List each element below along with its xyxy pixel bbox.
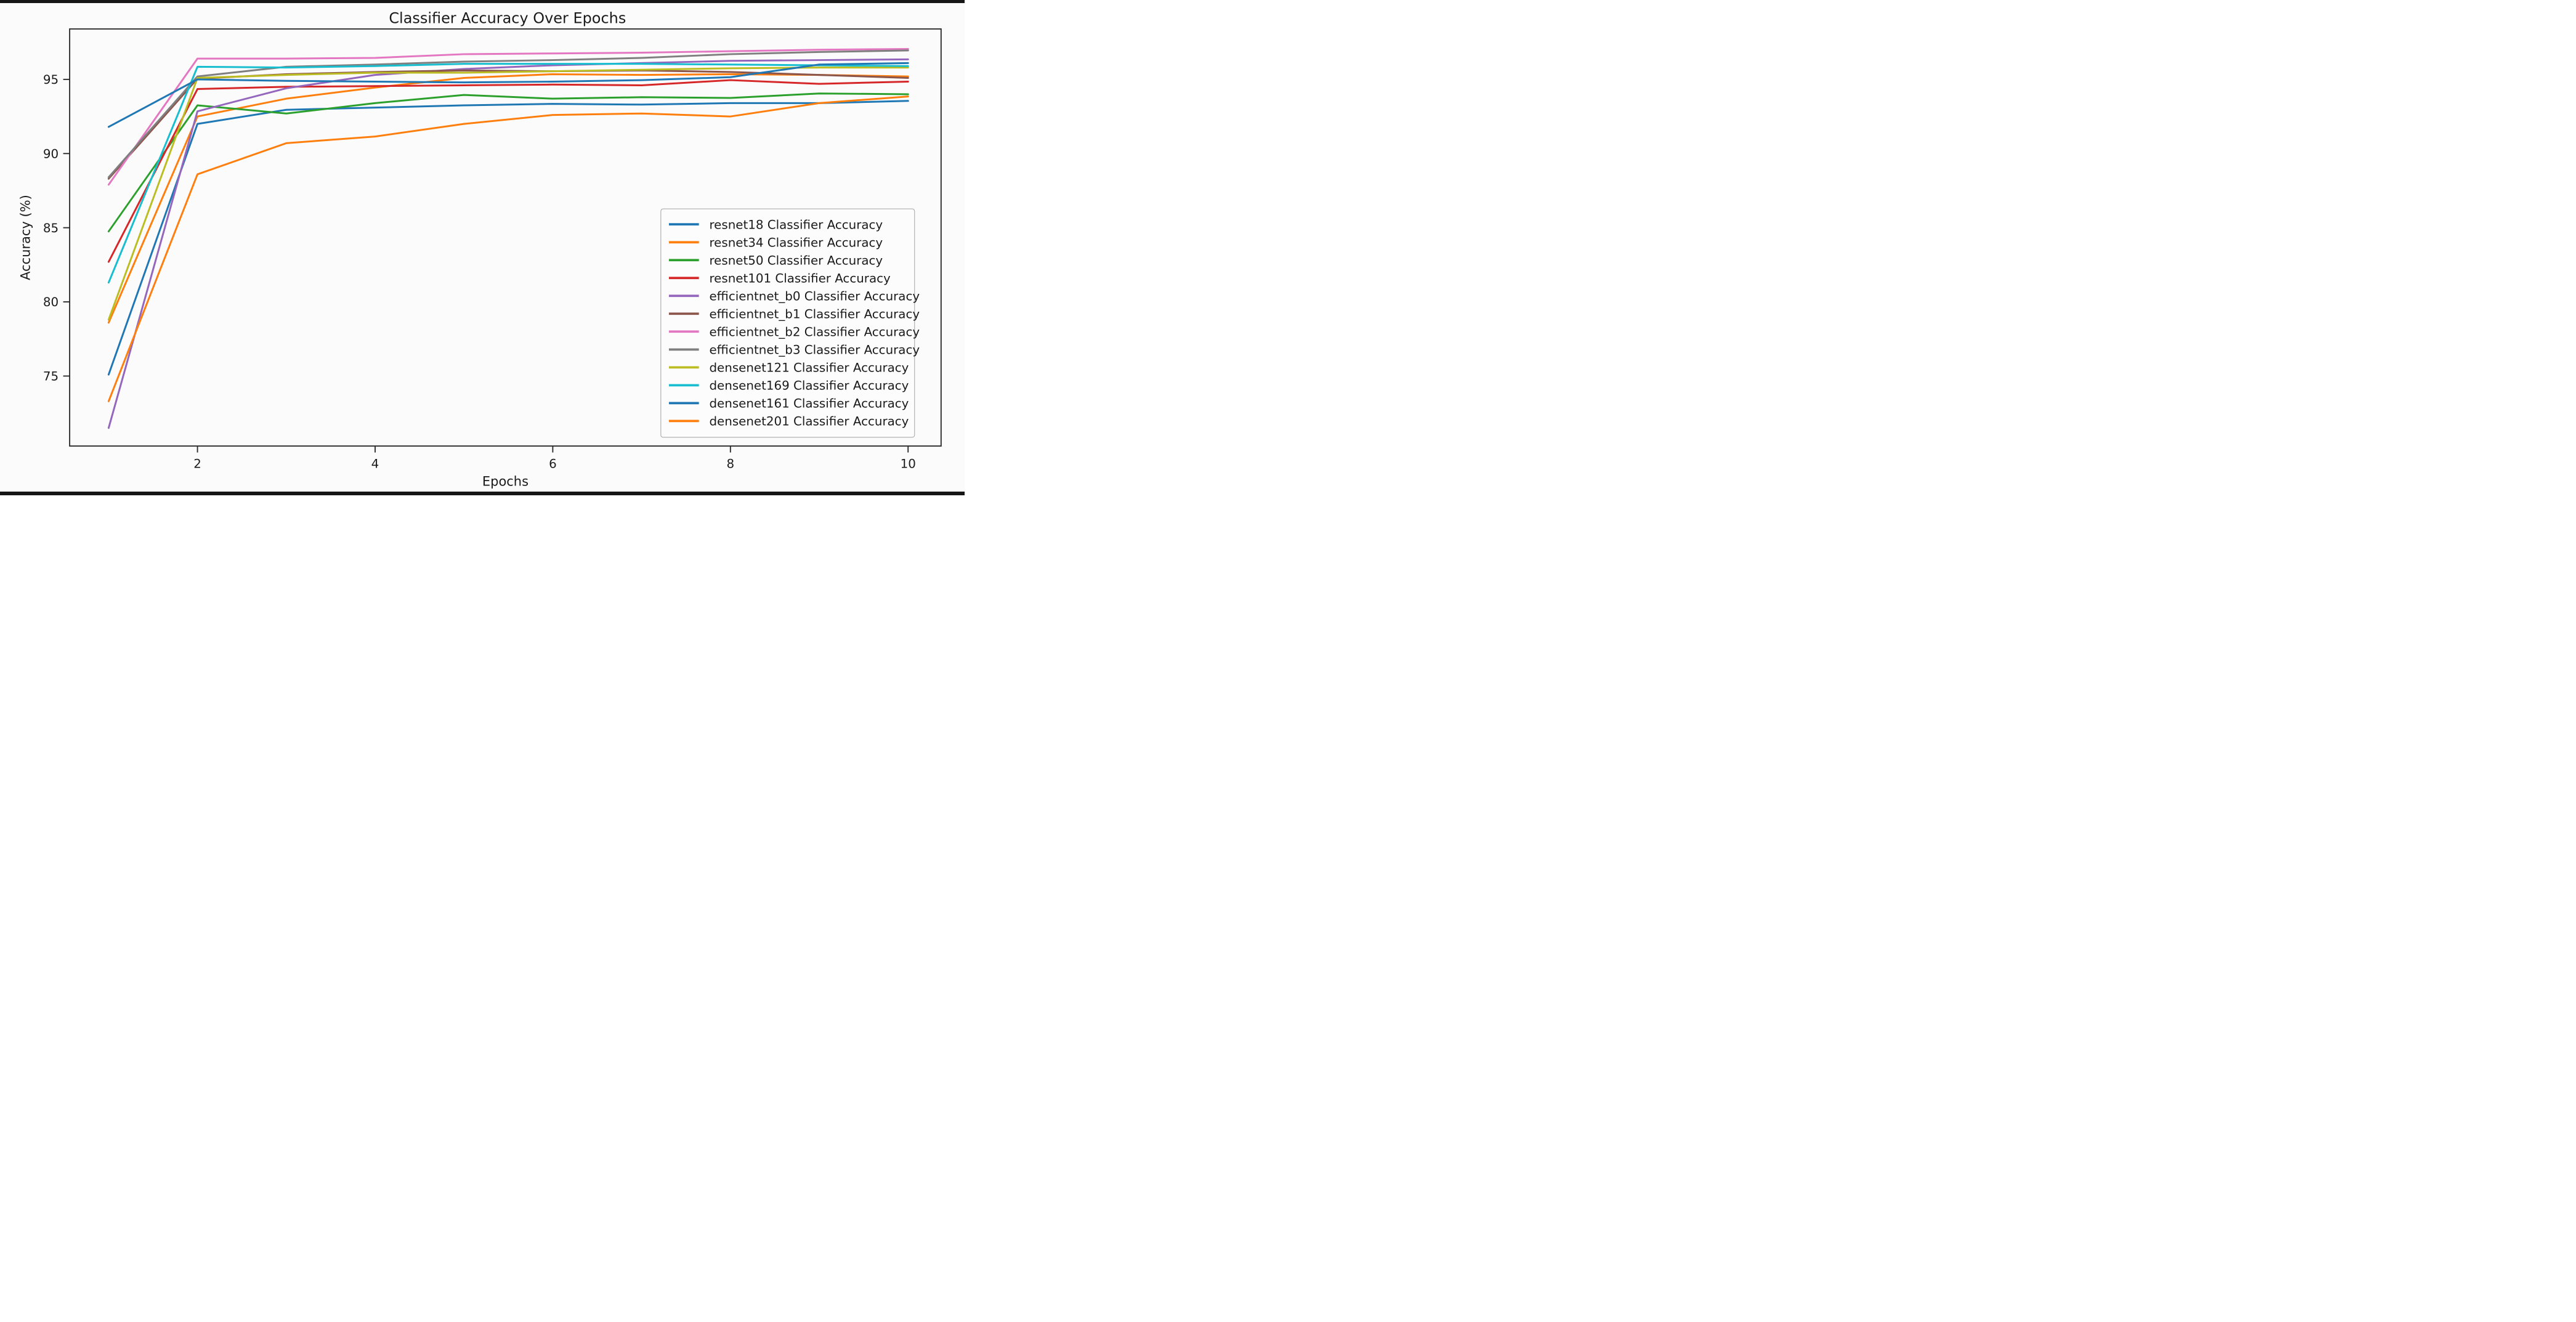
legend-label-densenet201: densenet201 Classifier Accuracy (709, 415, 909, 429)
accuracy-chart: 75 80 85 90 95 2 4 6 8 10 resnet18 Classifier Ac… (18, 10, 942, 489)
legend-item-densenet169: densenet169 Classifier Accuracy (668, 378, 909, 392)
legend-item-efficientnet_b3: efficientnet_b3 Classifier Accuracy (668, 343, 920, 357)
legend-item-densenet201: densenet201 Classifier Accuracy (668, 415, 909, 429)
y-axis-label: Accuracy (%) (18, 195, 33, 280)
legend-box (660, 208, 915, 438)
letterbox-top (0, 0, 965, 3)
series-lines (107, 48, 909, 429)
series-line-efficientnet_b3 (107, 49, 909, 179)
y-tick-label: 90 (43, 147, 59, 161)
y-tick-label: 80 (43, 295, 59, 309)
legend-item-efficientnet_b0: efficientnet_b0 Classifier Accuracy (668, 289, 920, 303)
chart-title: Classifier Accuracy Over Epochs (389, 10, 626, 27)
series-line-efficientnet_b0 (107, 58, 909, 429)
legend-item-densenet121: densenet121 Classifier Accuracy (668, 360, 909, 375)
legend-items: resnet18 Classifier Accuracy resnet34 Cla… (668, 217, 920, 429)
series-line-densenet201 (107, 95, 909, 402)
legend-item-resnet18: resnet18 Classifier Accuracy (668, 217, 883, 232)
legend-item-efficientnet_b1: efficientnet_b1 Classifier Accuracy (668, 307, 920, 321)
series-line-efficientnet_b2 (107, 48, 909, 186)
legend-label-densenet169: densenet169 Classifier Accuracy (709, 378, 909, 392)
y-tick-label: 85 (43, 221, 59, 235)
series-line-densenet169 (107, 63, 909, 284)
series-line-densenet121 (107, 67, 909, 321)
legend-item-resnet101: resnet101 Classifier Accuracy (668, 271, 891, 285)
plot-frame (69, 28, 942, 447)
y-tick-label: 95 (43, 73, 59, 87)
legend-label-densenet161: densenet161 Classifier Accuracy (709, 397, 909, 411)
legend: resnet18 Classifier Accuracy resnet34 Cla… (660, 208, 920, 438)
x-tick-label: 6 (549, 457, 557, 471)
legend-label-efficientnet_b2: efficientnet_b2 Classifier Accuracy (709, 325, 920, 339)
legend-label-resnet34: resnet34 Classifier Accuracy (709, 235, 883, 249)
x-tick-label: 10 (901, 457, 916, 471)
x-tick-label: 2 (193, 457, 201, 471)
legend-item-efficientnet_b2: efficientnet_b2 Classifier Accuracy (668, 325, 920, 339)
y-tick-label: 75 (43, 370, 59, 384)
x-axis-label: Epochs (482, 474, 529, 489)
legend-label-efficientnet_b1: efficientnet_b1 Classifier Accuracy (709, 307, 920, 321)
legend-label-efficientnet_b3: efficientnet_b3 Classifier Accuracy (709, 343, 920, 357)
legend-label-densenet121: densenet121 Classifier Accuracy (709, 360, 909, 375)
letterbox-bottom (0, 492, 965, 495)
legend-item-resnet50: resnet50 Classifier Accuracy (668, 253, 883, 267)
series-line-resnet34 (107, 73, 909, 324)
legend-label-efficientnet_b0: efficientnet_b0 Classifier Accuracy (709, 289, 920, 303)
legend-label-resnet18: resnet18 Classifier Accuracy (709, 217, 883, 232)
x-axis-ticks: 2 4 6 8 10 (193, 446, 916, 471)
x-tick-label: 4 (371, 457, 379, 471)
legend-item-densenet161: densenet161 Classifier Accuracy (668, 397, 909, 411)
x-tick-label: 8 (726, 457, 734, 471)
series-line-resnet50 (107, 92, 909, 233)
series-line-densenet161 (107, 62, 909, 128)
series-line-resnet101 (107, 79, 909, 263)
legend-label-resnet101: resnet101 Classifier Accuracy (709, 271, 891, 285)
series-line-resnet18 (107, 100, 909, 376)
screenshot-frame: 75 80 85 90 95 2 4 6 8 10 resnet18 Classifier Ac… (0, 0, 965, 495)
legend-item-resnet34: resnet34 Classifier Accuracy (668, 235, 883, 249)
legend-label-resnet50: resnet50 Classifier Accuracy (709, 253, 883, 267)
y-axis-ticks: 75 80 85 90 95 (43, 73, 70, 384)
